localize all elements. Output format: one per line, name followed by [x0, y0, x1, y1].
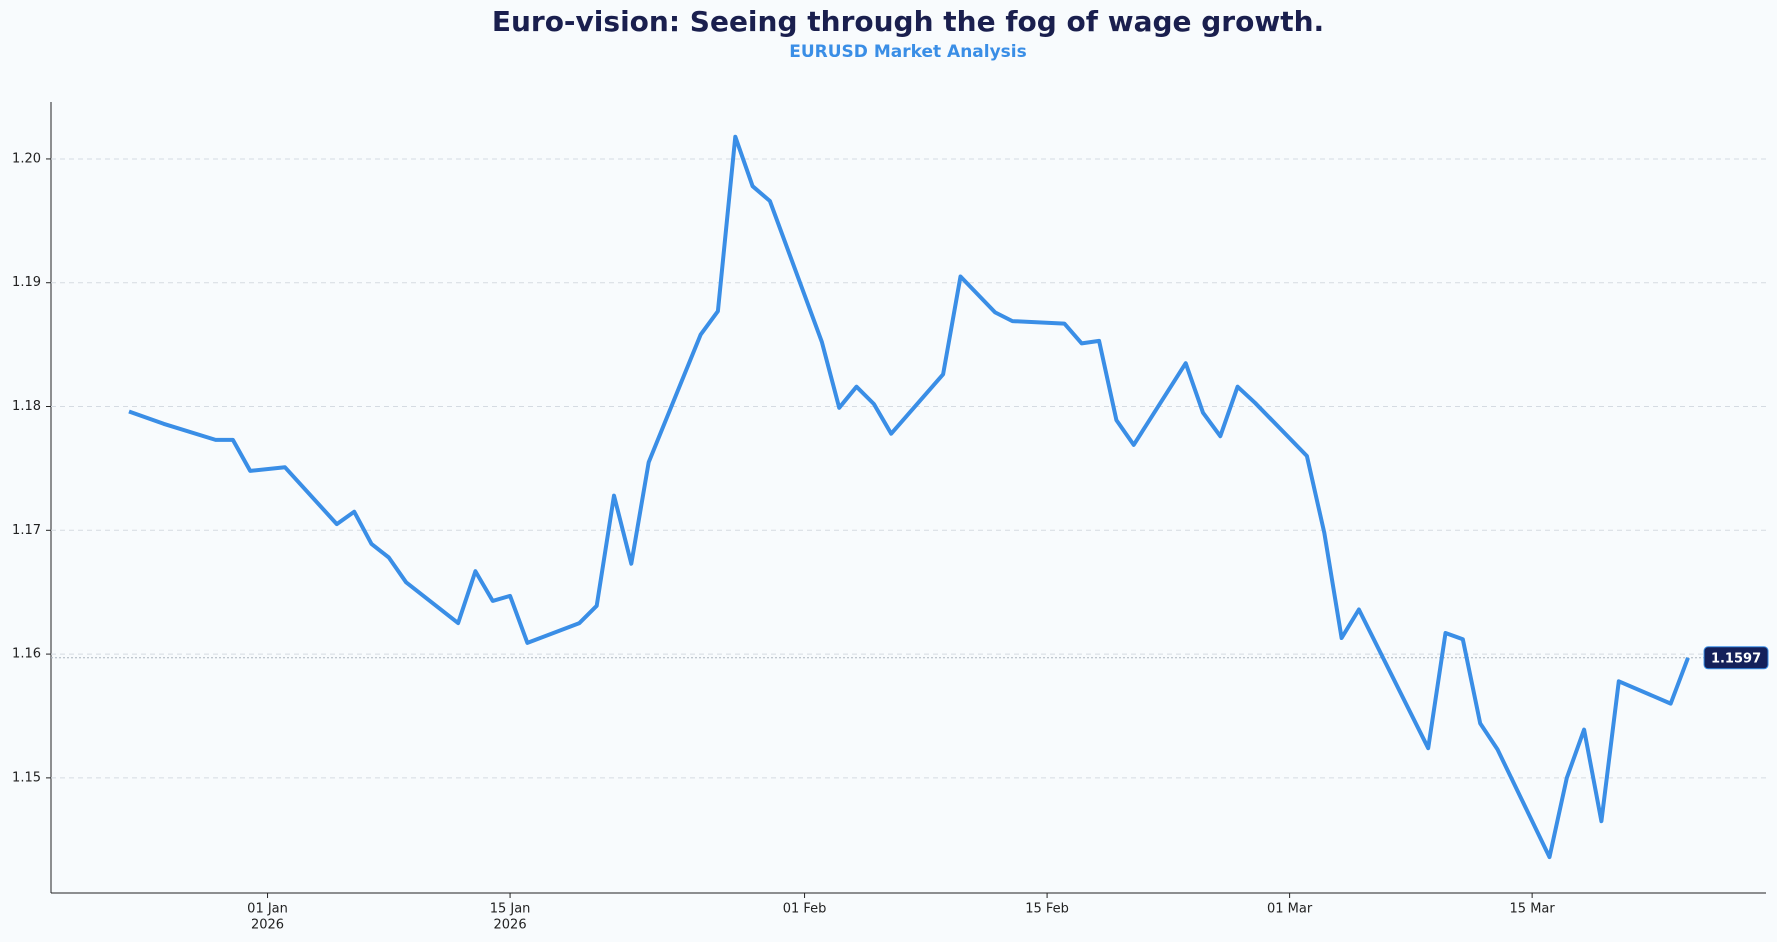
x-tick-label: 01 Jan — [247, 902, 288, 917]
x-tick-year: 2026 — [494, 918, 527, 933]
x-tick-label: 15 Mar — [1510, 902, 1556, 917]
x-tick-label: 01 Mar — [1267, 902, 1313, 917]
y-tick-label: 1.18 — [12, 399, 41, 414]
price-line — [128, 134, 1690, 860]
x-tick-label: 01 Feb — [783, 902, 827, 917]
y-tick-label: 1.16 — [12, 647, 41, 662]
y-tick-label: 1.19 — [12, 275, 41, 290]
chart-subtitle: EURUSD Market Analysis — [789, 42, 1027, 62]
chart-title: Euro-vision: Seeing through the fog of w… — [492, 5, 1324, 38]
x-tick-label: 15 Feb — [1025, 902, 1069, 917]
x-tick-label: 15 Jan — [490, 902, 531, 917]
y-tick-label: 1.15 — [12, 770, 41, 785]
value-label: 1.1597 — [1711, 651, 1761, 666]
x-tick-year: 2026 — [251, 918, 284, 933]
y-tick-label: 1.17 — [12, 523, 41, 538]
y-tick-label: 1.20 — [12, 151, 41, 166]
value-badge — [1703, 646, 1769, 670]
